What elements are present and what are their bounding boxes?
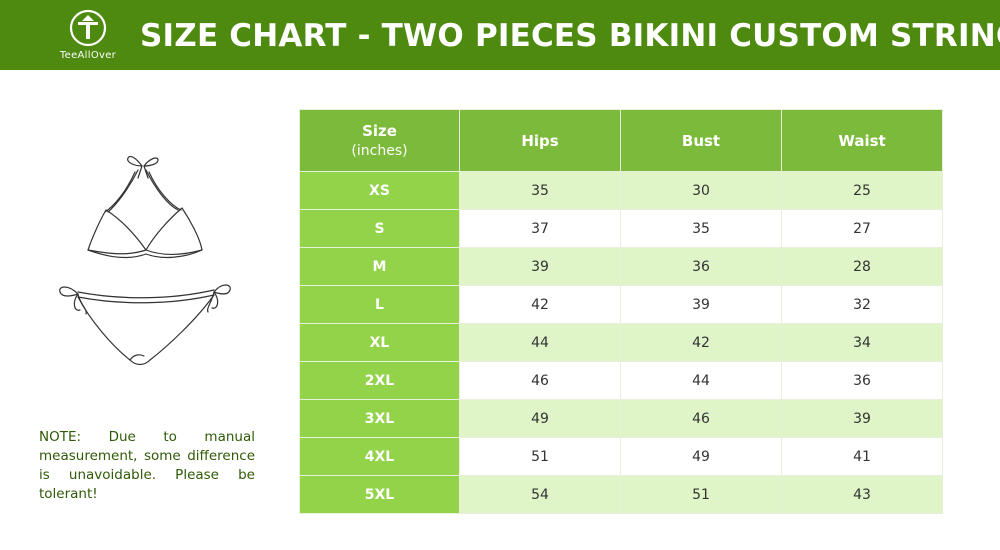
size-cell: XL bbox=[299, 323, 460, 362]
size-cell: 2XL bbox=[299, 361, 460, 400]
bikini-illustration bbox=[50, 150, 240, 380]
table-row: L 42 39 32 bbox=[299, 285, 943, 324]
hips-column-header: Hips bbox=[459, 109, 621, 172]
hips-cell: 51 bbox=[459, 437, 621, 476]
waist-column-header: Waist bbox=[781, 109, 943, 172]
size-cell: S bbox=[299, 209, 460, 248]
table-row: XS 35 30 25 bbox=[299, 171, 943, 210]
measurement-note: NOTE: Due to manual measurement, some di… bbox=[39, 429, 255, 502]
hips-cell: 46 bbox=[459, 361, 621, 400]
table-row: XL 44 42 34 bbox=[299, 323, 943, 362]
size-cell: 3XL bbox=[299, 399, 460, 438]
size-header-label: Size bbox=[362, 122, 397, 140]
waist-cell: 28 bbox=[781, 247, 943, 286]
table-row: 5XL 54 51 43 bbox=[299, 475, 943, 514]
page-title: SIZE CHART - TWO PIECES BIKINI CUSTOM ST… bbox=[140, 18, 1000, 54]
table-row: 4XL 51 49 41 bbox=[299, 437, 943, 476]
hips-cell: 44 bbox=[459, 323, 621, 362]
header-banner: TeeAllOver SIZE CHART - TWO PIECES BIKIN… bbox=[0, 0, 1000, 70]
size-unit-label: (inches) bbox=[351, 143, 408, 159]
waist-cell: 43 bbox=[781, 475, 943, 514]
bust-cell: 30 bbox=[620, 171, 782, 210]
table-row: 3XL 49 46 39 bbox=[299, 399, 943, 438]
waist-cell: 25 bbox=[781, 171, 943, 210]
bust-cell: 35 bbox=[620, 209, 782, 248]
size-cell: XS bbox=[299, 171, 460, 210]
waist-cell: 32 bbox=[781, 285, 943, 324]
waist-cell: 41 bbox=[781, 437, 943, 476]
bust-cell: 49 bbox=[620, 437, 782, 476]
size-cell: 4XL bbox=[299, 437, 460, 476]
size-cell: 5XL bbox=[299, 475, 460, 514]
waist-cell: 34 bbox=[781, 323, 943, 362]
bust-cell: 44 bbox=[620, 361, 782, 400]
brand-logo: TeeAllOver bbox=[48, 6, 128, 66]
hips-cell: 49 bbox=[459, 399, 621, 438]
hips-cell: 35 bbox=[459, 171, 621, 210]
bust-cell: 51 bbox=[620, 475, 782, 514]
bust-cell: 36 bbox=[620, 247, 782, 286]
hips-cell: 42 bbox=[459, 285, 621, 324]
waist-cell: 39 bbox=[781, 399, 943, 438]
size-chart-table: Size (inches) Hips Bust Waist XS 35 30 25 S 3… bbox=[299, 109, 943, 514]
table-row: S 37 35 27 bbox=[299, 209, 943, 248]
table-header-row: Size (inches) Hips Bust Waist bbox=[299, 109, 943, 172]
hips-cell: 54 bbox=[459, 475, 621, 514]
table-row: 2XL 46 44 36 bbox=[299, 361, 943, 400]
size-cell: M bbox=[299, 247, 460, 286]
bust-cell: 42 bbox=[620, 323, 782, 362]
waist-cell: 36 bbox=[781, 361, 943, 400]
logo-emblem-icon bbox=[69, 9, 107, 47]
bust-cell: 39 bbox=[620, 285, 782, 324]
size-cell: L bbox=[299, 285, 460, 324]
hips-cell: 39 bbox=[459, 247, 621, 286]
logo-text: TeeAllOver bbox=[59, 50, 117, 61]
waist-cell: 27 bbox=[781, 209, 943, 248]
size-column-header: Size (inches) bbox=[299, 109, 460, 172]
hips-cell: 37 bbox=[459, 209, 621, 248]
bust-cell: 46 bbox=[620, 399, 782, 438]
bust-column-header: Bust bbox=[620, 109, 782, 172]
table-row: M 39 36 28 bbox=[299, 247, 943, 286]
